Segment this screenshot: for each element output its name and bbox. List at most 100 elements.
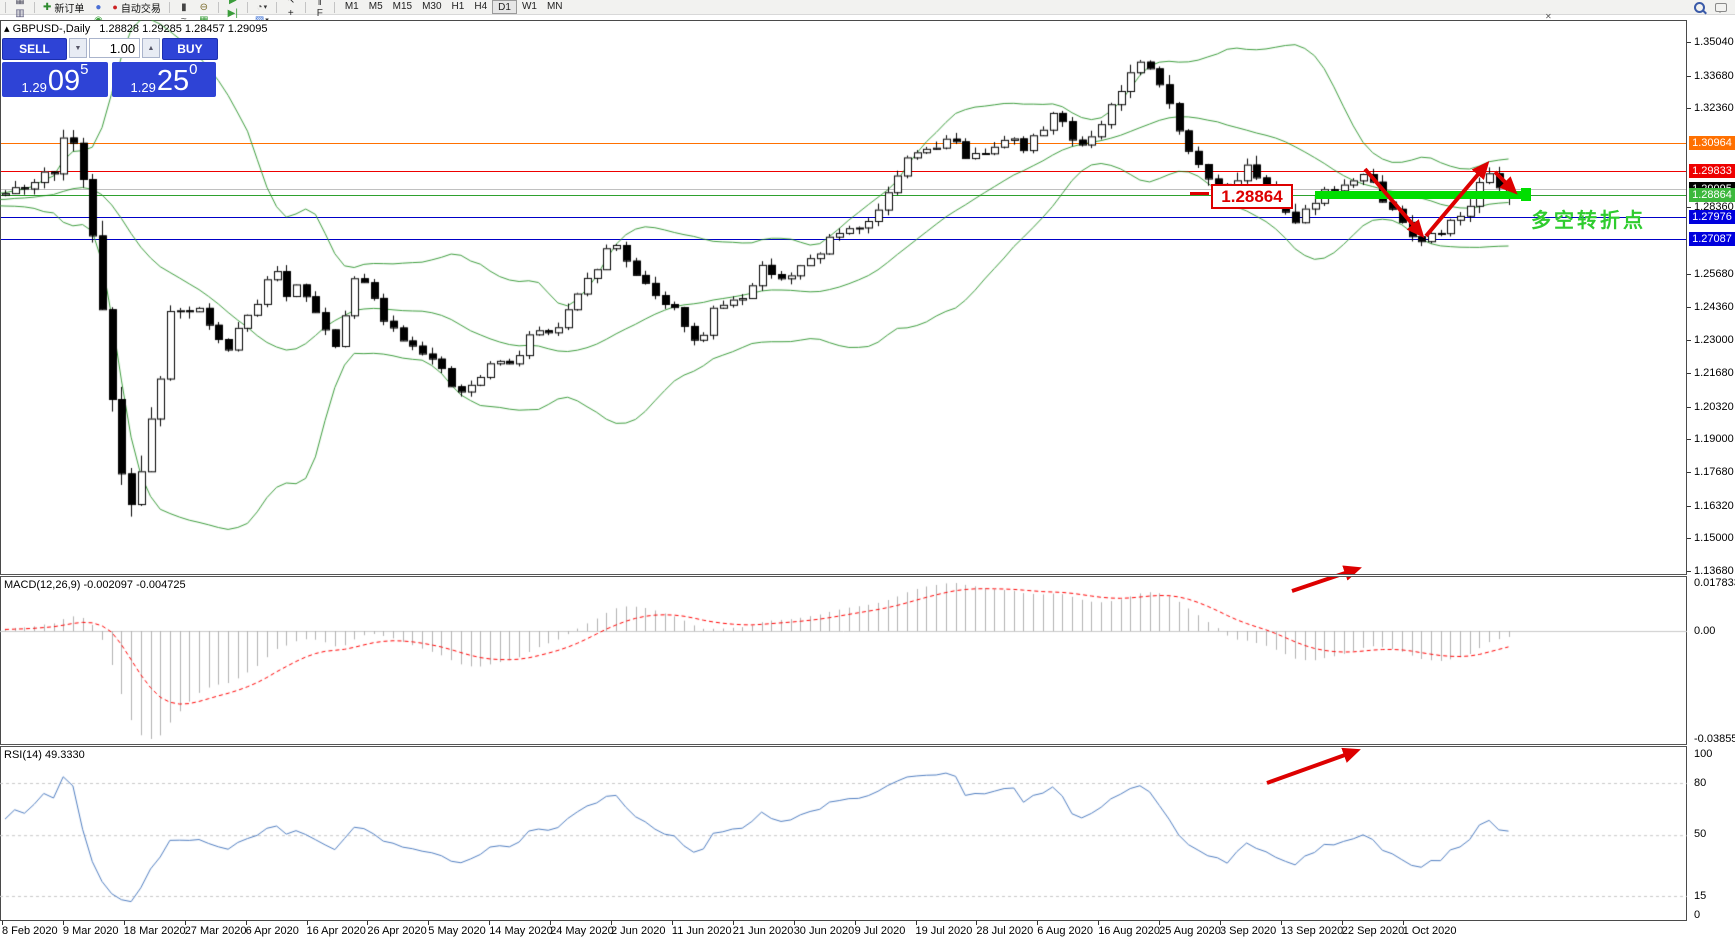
date-axis-label: 26 Apr 2020 <box>367 925 427 937</box>
date-axis-label: 22 Sep 2020 <box>1341 925 1405 937</box>
price-axis-tickmark <box>1687 372 1691 374</box>
sell-price-display[interactable]: 1.29 09 5 <box>2 62 108 97</box>
candlestick-chart-icon[interactable]: ▮ <box>181 1 187 13</box>
red-level-label: 1.29833 <box>1689 163 1735 178</box>
volume-increase-button[interactable]: ▲ <box>142 38 160 58</box>
periods-icon[interactable]: ◔ ▾ <box>256 1 268 13</box>
timeframe-button-d1[interactable]: D1 <box>492 0 517 14</box>
date-axis-tickmark <box>793 921 795 925</box>
date-axis-label: 1 Oct 2020 <box>1402 925 1457 937</box>
date-axis-label: 24 May 2020 <box>550 925 614 937</box>
macd-canvas[interactable] <box>0 577 1687 744</box>
price-axis-tick: 1.32360 <box>1694 102 1734 115</box>
blue-level-label-2: 1.27087 <box>1689 231 1735 246</box>
volume-decrease-button[interactable]: ▼ <box>69 38 87 58</box>
date-axis-tickmark <box>1159 921 1161 925</box>
symbol-info-line: ▴ GBPUSD-,Daily 1.28828 1.29285 1.28457 … <box>4 22 268 35</box>
price-axis-tick: 1.17680 <box>1694 465 1734 478</box>
date-axis-tickmark <box>245 921 247 925</box>
price-chart-canvas[interactable] <box>0 20 1687 574</box>
date-axis-tickmark <box>1037 921 1039 925</box>
date-axis-label: 19 Jul 2020 <box>915 925 973 937</box>
price-axis-tick: 1.35040 <box>1694 36 1734 48</box>
timeframe-group: M1 M5 M15 M30 H1 H4 D1 W1 MN <box>340 0 568 14</box>
date-axis-tickmark <box>671 921 673 925</box>
fibonacci-icon[interactable]: F <box>316 8 323 19</box>
symbol-ohlc: 1.28828 1.29285 1.28457 1.29095 <box>99 23 268 35</box>
sell-button[interactable]: SELL <box>2 38 68 60</box>
profiles-icon[interactable]: ▥ <box>15 8 25 19</box>
price-axis-tick: 1.20320 <box>1694 400 1734 413</box>
price-axis-tickmark <box>1687 273 1691 275</box>
date-axis-tickmark <box>184 921 186 925</box>
zoom-out-icon[interactable]: ⊖ <box>199 1 209 13</box>
chart-shift-icon[interactable]: ▶| <box>227 8 238 19</box>
buy-price-display[interactable]: 1.29 25 0 <box>112 62 216 97</box>
indicator-axis-label: 15 <box>1694 890 1707 902</box>
buy-price-prefix: 1.29 <box>130 80 156 95</box>
crosshair-icon[interactable]: + <box>287 8 294 19</box>
timeframe-button-m30[interactable]: M30 <box>422 1 442 12</box>
price-axis-tickmark <box>1687 75 1691 77</box>
price-axis-tick: 1.33680 <box>1694 69 1734 82</box>
date-axis-tickmark <box>1280 921 1282 925</box>
separator <box>217 1 219 13</box>
sell-price-big: 09 <box>47 65 81 97</box>
account-icon[interactable]: ● <box>95 1 102 13</box>
price-axis-tickmark <box>1687 207 1691 209</box>
comment-icon[interactable] <box>1715 2 1727 13</box>
new-chart-icon[interactable]: ▦ <box>15 0 25 6</box>
buy-button[interactable]: BUY <box>161 38 218 60</box>
timeframe-button-h1[interactable]: H1 <box>451 1 465 12</box>
date-axis-label: 13 Sep 2020 <box>1280 925 1344 937</box>
price-axis-tick: 1.25680 <box>1694 267 1734 280</box>
price-axis-tick: 1.15000 <box>1694 532 1734 545</box>
price-axis[interactable]: 1.35040 1.33680 1.32360 1.28360 1.25680 1.243… <box>1687 20 1735 921</box>
timeframe-button-m1[interactable]: M1 <box>344 1 359 12</box>
date-axis-label: 11 Jun 2020 <box>671 925 732 937</box>
price-callout-label: 1.28864 <box>1211 184 1293 209</box>
turning-point-text: 多空转折点 <box>1531 210 1646 232</box>
rsi-canvas[interactable] <box>0 747 1687 920</box>
timeframe-button-w1[interactable]: W1 <box>521 1 537 12</box>
date-axis-tickmark <box>915 921 917 925</box>
separator <box>5 1 6 13</box>
close-icon[interactable]: ✕ <box>1545 12 1552 21</box>
buy-price-big: 25 <box>156 65 190 97</box>
search-icon[interactable] <box>1694 1 1705 13</box>
date-axis-tickmark <box>732 921 734 925</box>
date-axis-tickmark <box>489 921 491 925</box>
timeframe-button-m15[interactable]: M15 <box>392 1 413 12</box>
buy-button-label: BUY <box>177 42 203 56</box>
date-axis-tickmark <box>611 921 612 925</box>
price-axis-tick: 1.19000 <box>1694 433 1734 446</box>
autotrading-icon: ● <box>112 2 118 12</box>
timeframe-button-mn[interactable]: MN <box>546 1 563 12</box>
date-axis-tickmark <box>62 921 64 925</box>
scroll-group: ▶ ▶| <box>224 0 242 20</box>
rsi-panel-sizer[interactable] <box>0 744 1687 747</box>
volume-input[interactable]: 1.00 <box>88 38 141 58</box>
date-axis-label: 3 Sep 2020 <box>1220 925 1277 937</box>
price-axis-tick: 1.21680 <box>1694 366 1734 379</box>
cursor-icon[interactable]: ↖ <box>286 0 296 6</box>
new-order-button[interactable]: ✚ 新订单 <box>40 0 87 15</box>
macd-panel-sizer[interactable] <box>0 574 1687 577</box>
date-axis-tickmark <box>854 921 856 925</box>
date-axis-label: 8 Feb 2020 <box>2 925 58 937</box>
date-axis-label: 14 May 2020 <box>489 925 553 937</box>
date-axis-label: 9 Mar 2020 <box>62 925 119 937</box>
date-axis-label: 28 Jul 2020 <box>976 925 1034 937</box>
date-axis-label: 6 Aug 2020 <box>1037 925 1093 937</box>
price-axis-tickmark <box>1687 439 1691 441</box>
price-axis-tick: 1.24360 <box>1694 300 1734 313</box>
autotrading-button[interactable]: ● 自动交易 <box>109 0 163 15</box>
date-axis-tickmark <box>1220 921 1221 925</box>
channel-icon[interactable]: ∥ <box>317 0 323 6</box>
date-axis-tickmark <box>1098 921 1100 925</box>
timeframe-button-h4[interactable]: H4 <box>474 1 488 12</box>
auto-scroll-icon[interactable]: ▶ <box>228 0 237 6</box>
timeframe-button-m5[interactable]: M5 <box>368 1 383 12</box>
volume-value: 1.00 <box>109 40 136 56</box>
new-order-label: 新订单 <box>54 3 85 15</box>
